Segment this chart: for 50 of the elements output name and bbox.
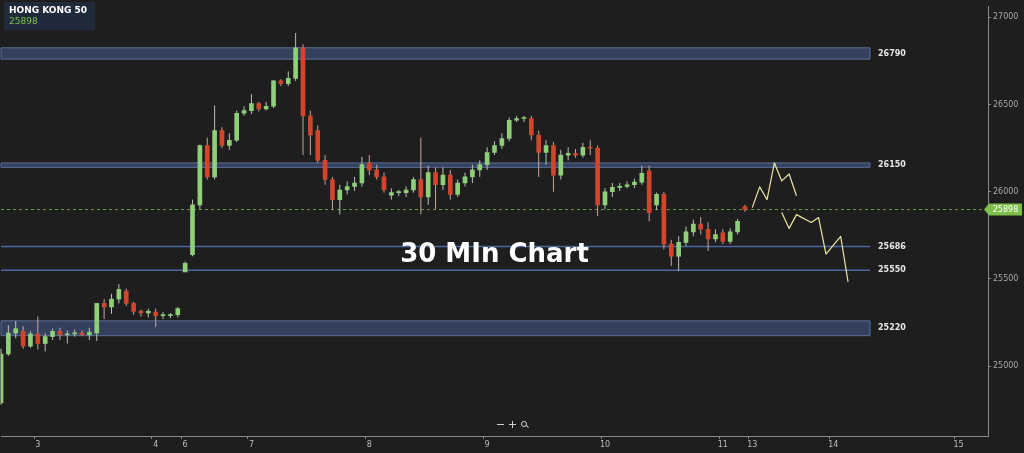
y-tick-label: 25500 (993, 274, 1019, 284)
candlestick (624, 180, 630, 189)
candlestick (447, 169, 453, 201)
candlestick (249, 93, 254, 115)
candlestick (529, 115, 534, 141)
candlestick (35, 315, 41, 351)
x-tick-label: 10 (599, 439, 611, 449)
x-tick-label: 3 (35, 439, 41, 449)
candlestick (64, 329, 70, 345)
candlestick (241, 105, 247, 117)
y-tick-label: 25000 (993, 361, 1019, 371)
x-tick-label: 8 (366, 439, 372, 449)
candlestick (639, 165, 645, 186)
candlestick (558, 149, 564, 181)
x-tick-label: 7 (248, 439, 254, 449)
candlestick (506, 117, 512, 142)
x-tick-label: 13 (747, 439, 758, 449)
candlestick (109, 293, 114, 315)
x-tick-label: 14 (828, 439, 839, 449)
text: 25898 (9, 16, 39, 27)
candlestick (42, 332, 48, 352)
candlestick (536, 130, 542, 178)
candlestick (160, 311, 166, 320)
y-tick-label: 26000 (993, 186, 1019, 196)
candlestick (308, 110, 313, 156)
candlestick (521, 115, 527, 123)
candlestick (153, 308, 159, 328)
x-tick-label: 9 (484, 439, 490, 449)
candlestick (668, 239, 674, 267)
candlestick (6, 324, 11, 357)
y-tick-label: 27000 (993, 12, 1019, 22)
x-tick-label: 6 (182, 439, 188, 449)
candlestick (676, 235, 681, 272)
band-label: 25220 (878, 323, 907, 333)
ref-line-label: 25550 (878, 265, 907, 275)
candlestick (330, 176, 335, 211)
ref-line-label: 25686 (878, 241, 907, 251)
x-tick-label: 4 (153, 439, 159, 449)
chart-title: HONG KONG 50 (9, 5, 88, 16)
candlestick (433, 166, 438, 210)
y-tick-label: 26500 (993, 99, 1019, 109)
x-tick-label: 15 (953, 439, 964, 449)
candlestick (337, 184, 343, 215)
annotation: 30 MIn Chart (400, 238, 589, 269)
candlestick (470, 164, 475, 184)
band-label: 26150 (878, 160, 907, 170)
x-tick-label: 11 (717, 439, 728, 449)
ref-line-label: 25898 (992, 205, 1019, 215)
band-label: 26790 (878, 48, 907, 58)
candlestick (366, 154, 372, 176)
